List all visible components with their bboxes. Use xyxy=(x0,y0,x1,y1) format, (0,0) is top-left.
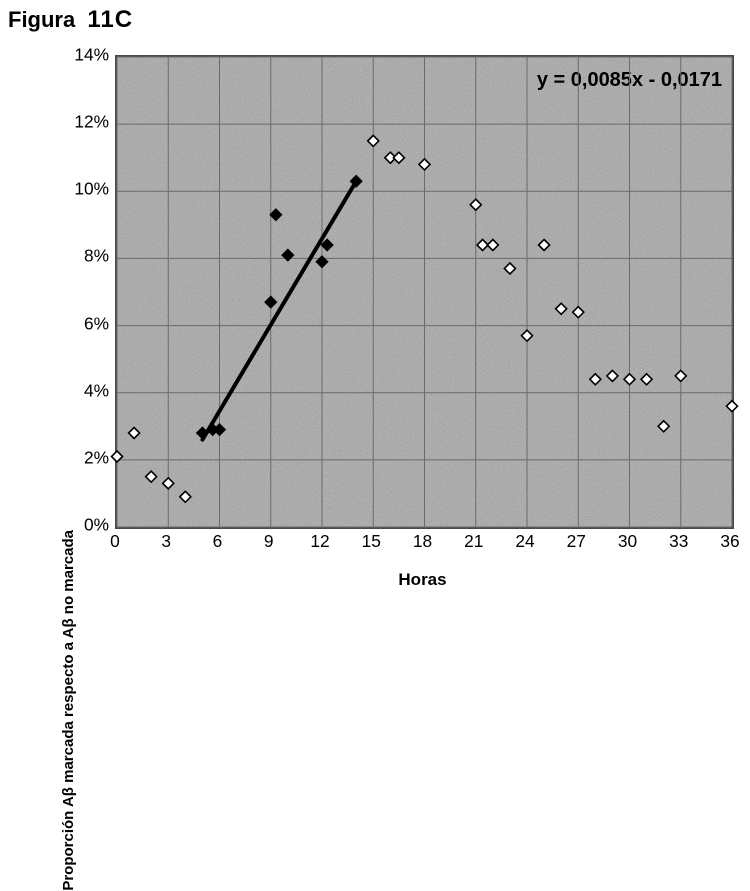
y-tick-label: 6% xyxy=(67,313,109,334)
data-point-open xyxy=(607,370,618,381)
x-tick-label: 12 xyxy=(310,531,329,552)
x-tick-label: 21 xyxy=(464,531,483,552)
data-point-open xyxy=(180,491,191,502)
y-tick-label: 2% xyxy=(67,447,109,468)
x-tick-label: 33 xyxy=(669,531,688,552)
plot-area: y = 0,0085x - 0,0171 xyxy=(115,55,734,529)
x-tick-label: 24 xyxy=(515,531,534,552)
x-tick-label: 6 xyxy=(213,531,223,552)
data-point-filled xyxy=(214,424,225,435)
data-point-open xyxy=(163,478,174,489)
y-axis-title: Proporción Aβ marcada respecto a Aβ no m… xyxy=(60,530,77,891)
data-point-filled xyxy=(322,240,333,251)
y-tick-label: 0% xyxy=(67,515,109,536)
data-point-open xyxy=(368,135,379,146)
data-point-open xyxy=(487,240,498,251)
y-tick-label: 10% xyxy=(67,179,109,200)
data-point-open xyxy=(129,428,140,439)
data-point-open xyxy=(675,370,686,381)
data-point-open xyxy=(727,401,738,412)
x-tick-label: 0 xyxy=(110,531,120,552)
data-point-open xyxy=(539,240,550,251)
data-point-open xyxy=(146,471,157,482)
y-tick-label: 14% xyxy=(67,45,109,66)
figure-label-number: 11C xyxy=(87,6,133,33)
y-tick-label: 8% xyxy=(67,246,109,267)
data-point-open xyxy=(641,374,652,385)
figure-label: Figura 11C xyxy=(8,6,133,34)
data-point-open xyxy=(590,374,601,385)
data-point-open xyxy=(556,303,567,314)
x-tick-label: 36 xyxy=(720,531,739,552)
data-point-open xyxy=(624,374,635,385)
data-point-open xyxy=(658,421,669,432)
x-axis-title: Horas xyxy=(115,570,730,590)
y-tick-label: 4% xyxy=(67,380,109,401)
x-tick-label: 27 xyxy=(567,531,586,552)
x-tick-label: 3 xyxy=(161,531,171,552)
data-point-open xyxy=(573,307,584,318)
data-point-filled xyxy=(270,209,281,220)
y-tick-label: 12% xyxy=(67,112,109,133)
x-tick-label: 15 xyxy=(362,531,381,552)
data-point-open xyxy=(393,152,404,163)
x-tick-label: 30 xyxy=(618,531,637,552)
data-point-open xyxy=(504,263,515,274)
x-tick-label: 9 xyxy=(264,531,274,552)
data-point-open xyxy=(470,199,481,210)
data-point-filled xyxy=(265,297,276,308)
data-point-open xyxy=(419,159,430,170)
trendline xyxy=(202,181,356,440)
x-tick-label: 18 xyxy=(413,531,432,552)
figure-label-prefix: Figura xyxy=(8,7,75,32)
data-point-open xyxy=(522,330,533,341)
chart-svg xyxy=(117,57,732,527)
